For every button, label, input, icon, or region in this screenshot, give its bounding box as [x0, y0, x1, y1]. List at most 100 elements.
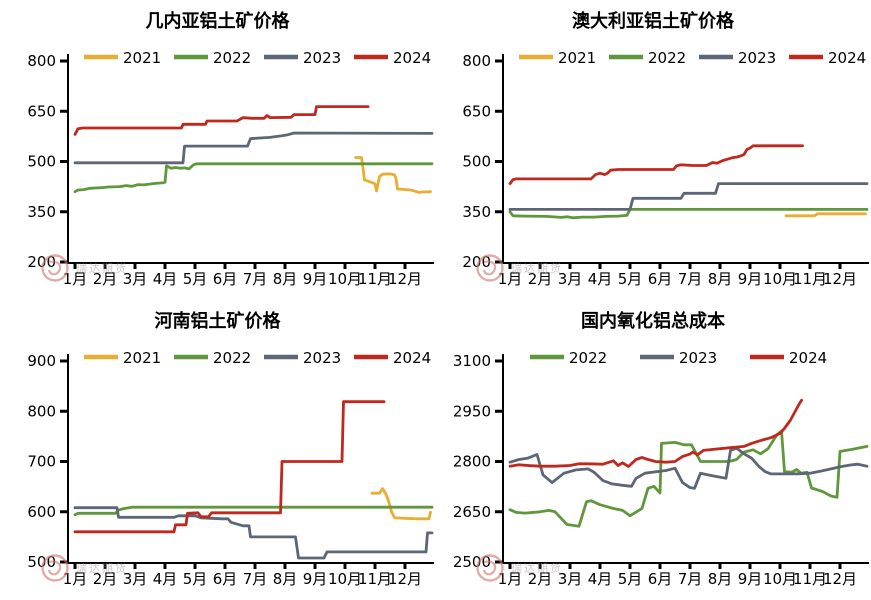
chart-domestic-alumina-total-cost: 国内氧化铝总成本 2500 2650 2800 2950 3100 1月 2月 3月 4月 5月 6… [435, 300, 871, 600]
x-tick-label: 11月 [358, 570, 392, 588]
x-tick-label: 12月 [388, 270, 422, 288]
y-tick-label: 200 [462, 253, 491, 271]
x-tick-label: 7月 [243, 270, 268, 288]
series-line-2021 [370, 487, 432, 521]
legend-label-2021: 2021 [123, 349, 161, 367]
legend-label-2022: 2022 [213, 49, 251, 67]
series-line-2023 [508, 182, 869, 211]
x-tick-label: 1月 [63, 570, 88, 588]
chart-guinea-bauxite-price: 几内亚铝土矿价格 200 350 500 650 800 1月 2月 3月 4月 5月 6月 7月 8月… [0, 0, 435, 300]
x-tick-label: 3月 [123, 570, 148, 588]
y-tick-label: 700 [27, 453, 56, 471]
x-tick-label: 4月 [588, 270, 613, 288]
y-tick-label: 2800 [453, 453, 491, 471]
x-tick-label: 4月 [153, 570, 178, 588]
x-tick-label: 10月 [328, 270, 362, 288]
x-tick-label: 1月 [63, 270, 88, 288]
x-tick-label: 3月 [558, 270, 583, 288]
chart-henan-bauxite-price: 河南铝土矿价格 500 600 700 800 900 1月 2月 3月 4月 5月 6月 7月 8月 9… [0, 300, 435, 600]
x-tick-label: 2月 [528, 570, 553, 588]
line-chart-canvas: 200 350 500 650 800 1月 2月 3月 4月 5月 6月 7月 8月 9月 10月11月1… [27, 49, 434, 288]
y-tick-label: 800 [27, 52, 56, 70]
series-line-2024 [508, 398, 804, 468]
series-line-2023 [508, 446, 869, 490]
y-tick-label: 800 [27, 402, 56, 420]
x-tick-label: 2月 [93, 270, 118, 288]
chart-title: 河南铝土矿价格 [154, 311, 281, 332]
series-line-2022 [508, 429, 869, 528]
x-tick-label: 6月 [648, 270, 673, 288]
series-line-2021 [784, 212, 867, 218]
series-line-2023 [73, 131, 434, 165]
y-tick-label: 2650 [453, 503, 491, 521]
legend-label-2022: 2022 [648, 49, 686, 67]
x-tick-label: 7月 [678, 270, 703, 288]
line-chart-canvas: 2500 2650 2800 2950 3100 1月 2月 3月 4月 5月 6月 7月 8月 9月 10… [453, 349, 869, 588]
chart-title: 澳大利亚铝土矿价格 [572, 11, 734, 32]
legend-label-2024: 2024 [828, 49, 866, 67]
x-tick-label: 3月 [558, 570, 583, 588]
x-tick-label: 3月 [123, 270, 148, 288]
x-tick-label: 4月 [153, 270, 178, 288]
x-tick-label: 1月 [498, 570, 523, 588]
chart-title: 国内氧化铝总成本 [581, 311, 725, 332]
legend-label-2022: 2022 [213, 349, 251, 367]
x-tick-label: 12月 [823, 570, 857, 588]
y-tick-label: 650 [462, 102, 491, 120]
x-tick-label: 8月 [273, 270, 298, 288]
x-tick-label: 11月 [793, 570, 827, 588]
legend-label-2022: 2022 [569, 349, 607, 367]
x-tick-label: 6月 [213, 570, 238, 588]
y-tick-label: 500 [462, 153, 491, 171]
y-tick-label: 600 [27, 503, 56, 521]
legend-label-2021: 2021 [123, 49, 161, 67]
x-tick-label: 6月 [213, 270, 238, 288]
x-tick-label: 9月 [303, 570, 328, 588]
legend-label-2021: 2021 [558, 49, 596, 67]
x-tick-label: 9月 [738, 570, 763, 588]
x-tick-label: 1月 [498, 270, 523, 288]
series-line-2024 [73, 400, 386, 534]
legend-label-2024: 2024 [393, 49, 431, 67]
x-tick-label: 8月 [273, 570, 298, 588]
x-tick-label: 6月 [648, 570, 673, 588]
line-chart-canvas: 200 350 500 650 800 1月 2月 3月 4月 5月 6月 7月 8月 9月 10月11月1… [462, 49, 869, 288]
x-tick-label: 8月 [708, 570, 733, 588]
y-tick-label: 350 [27, 203, 56, 221]
x-tick-label: 11月 [358, 270, 392, 288]
legend-label-2023: 2023 [679, 349, 717, 367]
x-tick-label: 9月 [738, 270, 763, 288]
series-line-2023 [73, 506, 434, 560]
x-tick-label: 10月 [763, 570, 797, 588]
x-tick-label: 12月 [823, 270, 857, 288]
y-tick-label: 3100 [453, 352, 491, 370]
legend-label-2023: 2023 [738, 49, 776, 67]
x-tick-label: 10月 [328, 570, 362, 588]
x-tick-label: 9月 [303, 270, 328, 288]
x-tick-label: 5月 [183, 270, 208, 288]
y-tick-label: 2500 [453, 553, 491, 571]
y-tick-label: 500 [27, 553, 56, 571]
x-tick-label: 5月 [618, 270, 643, 288]
legend-label-2024: 2024 [393, 349, 431, 367]
chart-title: 几内亚铝土矿价格 [145, 11, 290, 32]
line-chart-canvas: 500 600 700 800 900 1月 2月 3月 4月 5月 6月 7月 8月 9月 10月11月1… [27, 349, 434, 588]
y-tick-label: 650 [27, 102, 56, 120]
chart-australia-bauxite-price: 澳大利亚铝土矿价格 200 350 500 650 800 1月 2月 3月 4月 5月 6月 7月 8… [435, 0, 871, 300]
x-tick-label: 11月 [793, 270, 827, 288]
x-tick-label: 2月 [93, 570, 118, 588]
x-tick-label: 5月 [183, 570, 208, 588]
x-tick-label: 4月 [588, 570, 613, 588]
series-line-2024 [73, 105, 370, 136]
x-tick-label: 10月 [763, 270, 797, 288]
x-tick-label: 2月 [528, 270, 553, 288]
y-tick-label: 900 [27, 352, 56, 370]
y-tick-label: 500 [27, 153, 56, 171]
legend-label-2023: 2023 [303, 49, 341, 67]
y-tick-label: 800 [462, 52, 491, 70]
series-line-2022 [73, 162, 434, 194]
series-line-2021 [354, 156, 432, 194]
y-tick-label: 2950 [453, 402, 491, 420]
